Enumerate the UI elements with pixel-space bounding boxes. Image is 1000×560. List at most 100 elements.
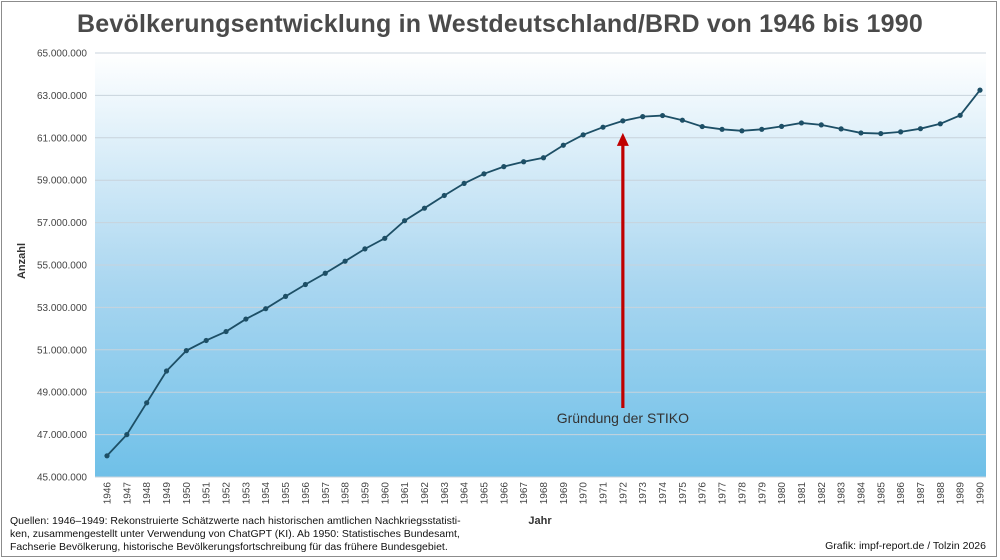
data-point xyxy=(719,126,725,132)
data-point xyxy=(679,117,685,123)
x-tick-label: 1947 xyxy=(122,482,133,505)
data-point xyxy=(659,112,666,119)
x-tick-label: 1959 xyxy=(360,482,371,505)
y-tick-label: 47.000.000 xyxy=(37,430,87,441)
data-point xyxy=(501,164,507,170)
x-tick-label: 1968 xyxy=(539,482,550,505)
data-point xyxy=(858,130,864,136)
x-tick-label: 1990 xyxy=(976,482,987,505)
x-axis-label: Jahr xyxy=(528,515,552,527)
y-axis-ticks: 45.000.000 47.000.000 49.000.000 51.000.000… xyxy=(37,49,87,484)
x-tick-label: 1973 xyxy=(638,482,649,505)
data-point xyxy=(441,192,447,199)
x-tick-label: 1978 xyxy=(737,482,748,505)
data-point xyxy=(580,132,586,138)
x-tick-label: 1989 xyxy=(956,482,967,505)
x-tick-label: 1967 xyxy=(519,482,530,505)
data-point xyxy=(104,453,110,459)
x-tick-label: 1946 xyxy=(103,482,114,505)
y-axis-label: Anzahl xyxy=(16,242,28,280)
y-tick-label: 61.000.000 xyxy=(37,133,87,144)
x-tick-label: 1979 xyxy=(757,482,768,505)
annotation-label: Gründung der STIKO xyxy=(557,410,689,426)
x-tick-label: 1971 xyxy=(599,482,610,505)
data-point xyxy=(282,293,289,299)
data-point xyxy=(163,368,170,374)
data-point xyxy=(917,126,924,132)
x-tick-label: 1985 xyxy=(876,482,887,505)
y-tick-label: 59.000.000 xyxy=(37,176,87,187)
data-point xyxy=(402,218,408,224)
x-tick-label: 1952 xyxy=(222,482,233,505)
data-point xyxy=(461,180,467,186)
chart-title: Bevölkerungsentwicklung in Westdeutschla… xyxy=(77,10,923,38)
data-point xyxy=(302,281,309,288)
y-tick-label: 57.000.000 xyxy=(37,218,87,229)
y-tick-label: 49.000.000 xyxy=(37,388,87,399)
data-point xyxy=(600,124,606,130)
data-point xyxy=(977,87,983,93)
data-point xyxy=(382,235,388,241)
data-point xyxy=(263,306,269,312)
x-tick-label: 1981 xyxy=(797,482,808,505)
x-tick-label: 1948 xyxy=(142,482,153,505)
data-point xyxy=(521,159,527,165)
sources-line: Quellen: 1946–1949: Rekonstruierte Schät… xyxy=(10,515,461,527)
y-tick-label: 55.000.000 xyxy=(37,261,87,272)
x-tick-label: 1974 xyxy=(658,482,669,505)
data-point xyxy=(878,130,884,137)
x-tick-label: 1969 xyxy=(559,482,570,505)
x-tick-label: 1964 xyxy=(460,482,471,505)
x-tick-label: 1960 xyxy=(380,482,391,505)
x-tick-label: 1953 xyxy=(241,482,252,505)
data-point xyxy=(203,337,209,344)
x-tick-label: 1975 xyxy=(678,482,689,505)
x-tick-label: 1976 xyxy=(698,482,709,505)
x-tick-label: 1977 xyxy=(718,482,729,505)
x-tick-label: 1949 xyxy=(162,482,173,505)
data-point xyxy=(144,400,150,406)
annotation-arrow-head xyxy=(616,132,629,146)
data-point xyxy=(957,112,963,118)
y-tick-label: 63.000.000 xyxy=(37,91,87,102)
data-point xyxy=(540,155,547,161)
data-point xyxy=(481,171,487,177)
x-tick-label: 1955 xyxy=(281,482,292,505)
data-point xyxy=(699,123,705,130)
data-point xyxy=(421,205,428,211)
x-tick-label: 1958 xyxy=(341,482,352,505)
data-point xyxy=(778,123,785,129)
data-point xyxy=(620,118,626,124)
x-tick-label: 1984 xyxy=(856,482,867,505)
x-tick-label: 1987 xyxy=(916,482,927,505)
x-tick-label: 1962 xyxy=(420,482,431,505)
x-tick-label: 1966 xyxy=(499,482,510,505)
data-point xyxy=(798,120,805,126)
x-tick-label: 1954 xyxy=(261,482,272,505)
x-tick-label: 1950 xyxy=(182,482,193,505)
y-tick-label: 51.000.000 xyxy=(37,345,87,356)
sources-note: Quellen: 1946–1949: Rekonstruierte Schät… xyxy=(10,515,500,554)
x-tick-label: 1956 xyxy=(301,482,312,505)
x-tick-label: 1961 xyxy=(400,482,411,505)
data-point xyxy=(640,114,646,120)
data-point xyxy=(759,126,765,132)
series-points xyxy=(104,87,983,459)
data-point xyxy=(342,258,348,264)
data-point xyxy=(560,142,566,148)
data-point xyxy=(818,122,824,128)
data-point xyxy=(223,328,229,335)
x-tick-label: 1963 xyxy=(440,482,451,505)
y-tick-label: 53.000.000 xyxy=(37,303,87,314)
gridlines xyxy=(95,52,986,478)
data-point xyxy=(362,246,368,252)
x-tick-label: 1986 xyxy=(896,482,907,505)
x-tick-label: 1965 xyxy=(479,482,490,505)
x-tick-label: 1988 xyxy=(936,482,947,505)
annotation: Gründung der STIKO xyxy=(557,132,689,426)
x-tick-label: 1951 xyxy=(202,482,213,505)
x-axis-ticks: 1946 1947 1948 1949 1950 1951 1952 1953 1954 1955… xyxy=(103,482,987,505)
data-point xyxy=(937,121,943,127)
data-point xyxy=(838,126,844,132)
